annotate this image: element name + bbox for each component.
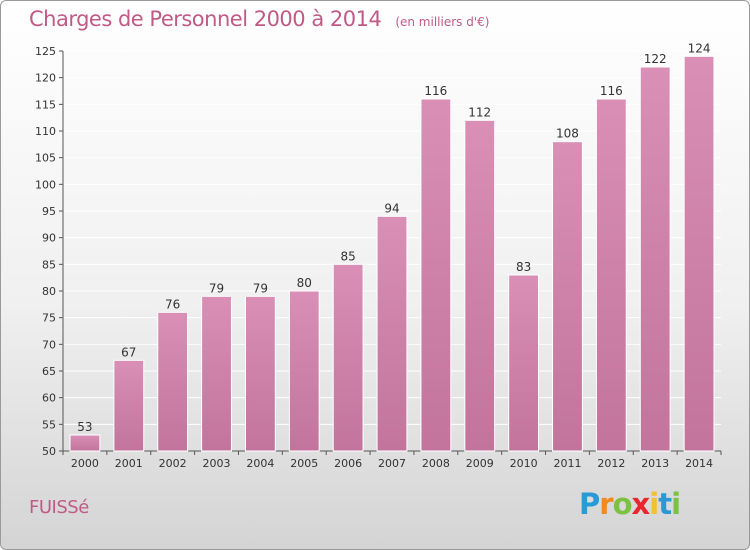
logo-letter: t — [658, 487, 672, 521]
bar-2000 — [69, 434, 101, 452]
data-label-2002: 76 — [165, 297, 180, 311]
x-tick-label: 2005 — [290, 457, 318, 470]
y-tick-label: 80 — [42, 285, 56, 298]
x-tick-label: 2007 — [378, 457, 406, 470]
bar-2009 — [464, 119, 496, 452]
y-tick-label: 60 — [42, 392, 56, 405]
x-tick-label: 2004 — [246, 457, 274, 470]
data-label-2005: 80 — [297, 276, 312, 290]
data-label-2007: 94 — [384, 201, 399, 215]
x-tick-label: 2001 — [115, 457, 143, 470]
commune-name: FUISSé — [29, 497, 89, 518]
x-tick-label: 2009 — [466, 457, 494, 470]
y-tick-label: 90 — [42, 232, 56, 245]
bar-2004 — [244, 295, 276, 452]
chart-subtitle: (en milliers d'€) — [395, 15, 490, 29]
data-label-2000: 53 — [77, 420, 92, 434]
x-tick-label: 2008 — [422, 457, 450, 470]
chart-title: Charges de Personnel 2000 à 2014 (en mill… — [29, 7, 489, 31]
y-tick-label: 65 — [42, 365, 56, 378]
x-tick-label: 2011 — [553, 457, 581, 470]
data-label-2013: 122 — [644, 52, 667, 66]
bar-2013 — [639, 66, 671, 452]
logo-letter: P — [579, 487, 600, 521]
bar-2012 — [595, 98, 627, 452]
data-labels: 53 67 76 79 79 80 85 94 116 112 83 108 116 122 124 — [77, 41, 710, 434]
data-label-2014: 124 — [688, 41, 711, 55]
data-label-2010: 83 — [516, 260, 531, 274]
y-tick-label: 95 — [42, 205, 56, 218]
data-label-2012: 116 — [600, 84, 623, 98]
y-tick-label: 115 — [35, 98, 56, 111]
bar-2005 — [288, 290, 320, 452]
x-tick-label: 2006 — [334, 457, 362, 470]
bar-2001 — [113, 359, 145, 452]
y-tick-label: 125 — [35, 45, 56, 58]
bar-2006 — [332, 263, 364, 452]
logo-letter: r — [599, 487, 613, 521]
y-tick-label: 120 — [35, 72, 56, 85]
y-tick-label: 100 — [35, 178, 56, 191]
logo-letter: i — [649, 487, 659, 521]
data-label-2009: 112 — [468, 105, 491, 119]
data-label-2003: 79 — [209, 281, 224, 295]
logo-letter: x — [631, 487, 651, 521]
data-label-2011: 108 — [556, 127, 579, 141]
bar-2014 — [683, 55, 715, 452]
y-tick-label: 50 — [42, 445, 56, 458]
data-label-2006: 85 — [340, 249, 355, 263]
y-tick-label: 85 — [42, 258, 56, 271]
bar-2007 — [376, 215, 408, 452]
data-label-2004: 79 — [253, 281, 268, 295]
x-tick-label: 2003 — [203, 457, 231, 470]
y-tick-label: 75 — [42, 312, 56, 325]
chart-title-text: Charges de Personnel 2000 à 2014 — [29, 7, 382, 31]
x-tick-label: 2013 — [641, 457, 669, 470]
y-tick-label: 105 — [35, 152, 56, 165]
x-tick-label: 2000 — [71, 457, 99, 470]
y-tick-label: 110 — [35, 125, 56, 138]
data-label-2001: 67 — [121, 345, 136, 359]
x-tick-label: 2014 — [685, 457, 713, 470]
x-tick-label: 2010 — [510, 457, 538, 470]
data-label-2008: 116 — [424, 84, 447, 98]
bar-2002 — [157, 311, 189, 452]
y-tick-label: 70 — [42, 338, 56, 351]
bar-2008 — [420, 98, 452, 452]
logo-letter: o — [612, 487, 633, 521]
y-tick-label: 55 — [42, 418, 56, 431]
bars — [69, 55, 715, 452]
x-tick-label: 2002 — [159, 457, 187, 470]
proxiti-logo: Proxiti — [579, 487, 681, 521]
x-tick-label: 2012 — [597, 457, 625, 470]
bar-2011 — [552, 141, 583, 452]
bar-2010 — [508, 274, 540, 452]
logo-letter: i — [671, 487, 681, 521]
bar-2003 — [201, 295, 232, 452]
